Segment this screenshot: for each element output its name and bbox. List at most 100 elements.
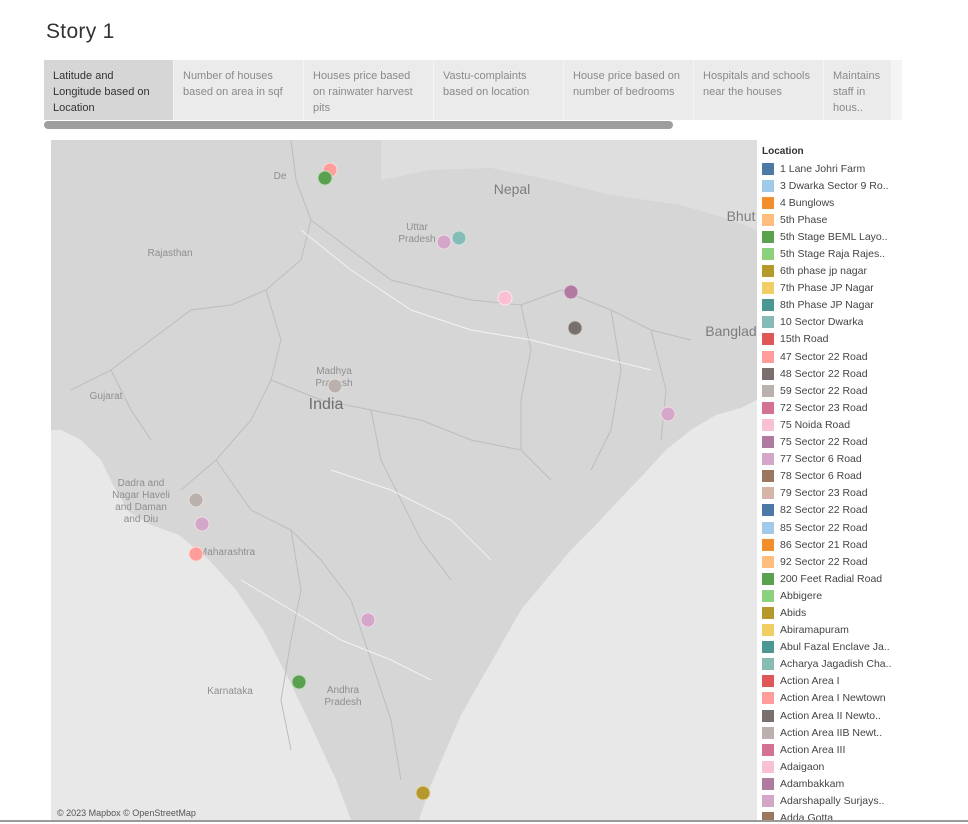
map-view[interactable]: Nepal Bhut Banglad Uttar Pradesh Rajasth… — [51, 140, 757, 820]
legend-item[interactable]: 47 Sector 22 Road — [762, 348, 962, 365]
map-point[interactable] — [188, 546, 204, 562]
legend-item[interactable]: 7th Phase JP Nagar — [762, 280, 962, 297]
legend-label: Action Area I — [780, 675, 840, 688]
legend-item[interactable]: Abul Fazal Enclave Ja.. — [762, 639, 962, 656]
tab-hospitals-schools[interactable]: Hospitals and schools near the houses — [694, 60, 823, 120]
legend-swatch — [762, 470, 774, 483]
legend-item[interactable]: 5th Stage BEML Layo.. — [762, 228, 962, 245]
legend-item[interactable]: 59 Sector 22 Road — [762, 382, 962, 399]
legend-item[interactable]: Abiramapuram — [762, 622, 962, 639]
land-india — [51, 140, 757, 820]
legend-swatch — [762, 624, 774, 637]
legend-item[interactable]: 48 Sector 22 Road — [762, 365, 962, 382]
map-point[interactable] — [436, 234, 452, 250]
legend-item[interactable]: Adaigaon — [762, 758, 962, 775]
legend-swatch — [762, 418, 774, 431]
tabs-scrollbar-thumb[interactable] — [44, 121, 673, 129]
legend-item[interactable]: Action Area II Newto.. — [762, 707, 962, 724]
tab-bedrooms-price[interactable]: House price based on number of bedrooms — [564, 60, 693, 120]
legend-item[interactable]: Acharya Jagadish Cha.. — [762, 656, 962, 673]
legend-label: 92 Sector 22 Road — [780, 555, 868, 568]
legend-item[interactable]: Action Area III — [762, 741, 962, 758]
legend-item[interactable]: Adarshapally Surjays.. — [762, 792, 962, 809]
legend-item[interactable]: 8th Phase JP Nagar — [762, 297, 962, 314]
legend-item[interactable]: 82 Sector 22 Road — [762, 502, 962, 519]
legend-swatch — [762, 265, 774, 278]
legend-item[interactable]: Adda Gotta — [762, 810, 962, 820]
legend-swatch — [762, 367, 774, 380]
legend-label: 200 Feet Radial Road — [780, 572, 883, 585]
map-point[interactable] — [497, 290, 513, 306]
map-point[interactable] — [360, 612, 376, 628]
legend-item[interactable]: 5th Phase — [762, 211, 962, 228]
map-background — [51, 140, 757, 820]
legend-swatch — [762, 743, 774, 756]
legend-swatch — [762, 230, 774, 243]
map-point[interactable] — [567, 320, 583, 336]
legend-item[interactable]: 6th phase jp nagar — [762, 263, 962, 280]
legend-label: 15th Road — [780, 333, 829, 346]
legend-item[interactable]: Action Area IIB Newt.. — [762, 724, 962, 741]
legend-item[interactable]: Abbigere — [762, 587, 962, 604]
legend-item[interactable]: 85 Sector 22 Road — [762, 519, 962, 536]
legend-item[interactable]: 10 Sector Dwarka — [762, 314, 962, 331]
map-point[interactable] — [188, 492, 204, 508]
legend-label: 3 Dwarka Sector 9 Ro.. — [780, 179, 889, 192]
legend-item[interactable]: 86 Sector 21 Road — [762, 536, 962, 553]
tab-maintenance-staff[interactable]: Maintains staff in hous.. — [824, 60, 891, 120]
map-label-delhi: De — [273, 171, 287, 182]
legend-swatch — [762, 538, 774, 551]
tab-rainwater-harvest[interactable]: Houses price based on rainwater harvest … — [304, 60, 433, 120]
map-point[interactable] — [291, 674, 307, 690]
legend-swatch — [762, 248, 774, 261]
tabs-scrollbar[interactable] — [44, 121, 902, 129]
legend-swatch — [762, 350, 774, 363]
legend-item[interactable]: 72 Sector 23 Road — [762, 399, 962, 416]
legend-label: Action Area IIB Newt.. — [780, 726, 883, 739]
legend-item[interactable]: Adambakkam — [762, 775, 962, 792]
legend-item[interactable]: Action Area I — [762, 673, 962, 690]
legend-label: Abiramapuram — [780, 624, 849, 637]
legend-label: 5th Phase — [780, 213, 828, 226]
map-point[interactable] — [660, 406, 676, 422]
legend-title: Location — [762, 146, 804, 157]
legend-item[interactable]: Action Area I Newtown — [762, 690, 962, 707]
legend-label: 1 Lane Johri Farm — [780, 162, 866, 175]
legend-item[interactable]: 4 Bunglows — [762, 194, 962, 211]
tab-number-of-houses[interactable]: Number of houses based on area in sqf — [174, 60, 303, 120]
legend-item[interactable]: 77 Sector 6 Road — [762, 451, 962, 468]
legend-label: 7th Phase JP Nagar — [780, 282, 874, 295]
legend-item[interactable]: 200 Feet Radial Road — [762, 570, 962, 587]
region-nepal — [381, 140, 757, 230]
tab-latitude-longitude[interactable]: Latitude and Longitude based on Location — [44, 60, 173, 120]
map-point[interactable] — [317, 170, 333, 186]
legend-swatch — [762, 333, 774, 346]
legend-label: 59 Sector 22 Road — [780, 384, 868, 397]
legend-item[interactable]: 15th Road — [762, 331, 962, 348]
legend-item[interactable]: 5th Stage Raja Rajes.. — [762, 245, 962, 262]
legend-item[interactable]: 3 Dwarka Sector 9 Ro.. — [762, 177, 962, 194]
legend-label: 48 Sector 22 Road — [780, 367, 868, 380]
map-label-karnataka: Karnataka — [207, 686, 253, 697]
legend-item[interactable]: 92 Sector 22 Road — [762, 553, 962, 570]
map-point[interactable] — [194, 516, 210, 532]
legend-label: 6th phase jp nagar — [780, 265, 867, 278]
legend-item[interactable]: 75 Noida Road — [762, 416, 962, 433]
legend-label: Abul Fazal Enclave Ja.. — [780, 641, 890, 654]
legend-item[interactable]: Abids — [762, 604, 962, 621]
legend-item[interactable]: 75 Sector 22 Road — [762, 434, 962, 451]
legend-item[interactable]: 79 Sector 23 Road — [762, 485, 962, 502]
map-point[interactable] — [451, 230, 467, 246]
map-label-rajasthan: Rajasthan — [147, 248, 193, 259]
map-attribution[interactable]: © 2023 Mapbox © OpenStreetMap — [57, 808, 196, 818]
legend-swatch — [762, 555, 774, 568]
map-label-maharashtra: Maharashtra — [198, 547, 256, 558]
map-point[interactable] — [327, 378, 343, 394]
map-point[interactable] — [415, 785, 431, 801]
legend-item[interactable]: 78 Sector 6 Road — [762, 468, 962, 485]
tab-vastu-complaints[interactable]: Vastu-complaints based on location — [434, 60, 563, 120]
legend-item[interactable]: 1 Lane Johri Farm — [762, 160, 962, 177]
legend-swatch — [762, 401, 774, 414]
legend-swatch — [762, 709, 774, 722]
map-point[interactable] — [563, 284, 579, 300]
